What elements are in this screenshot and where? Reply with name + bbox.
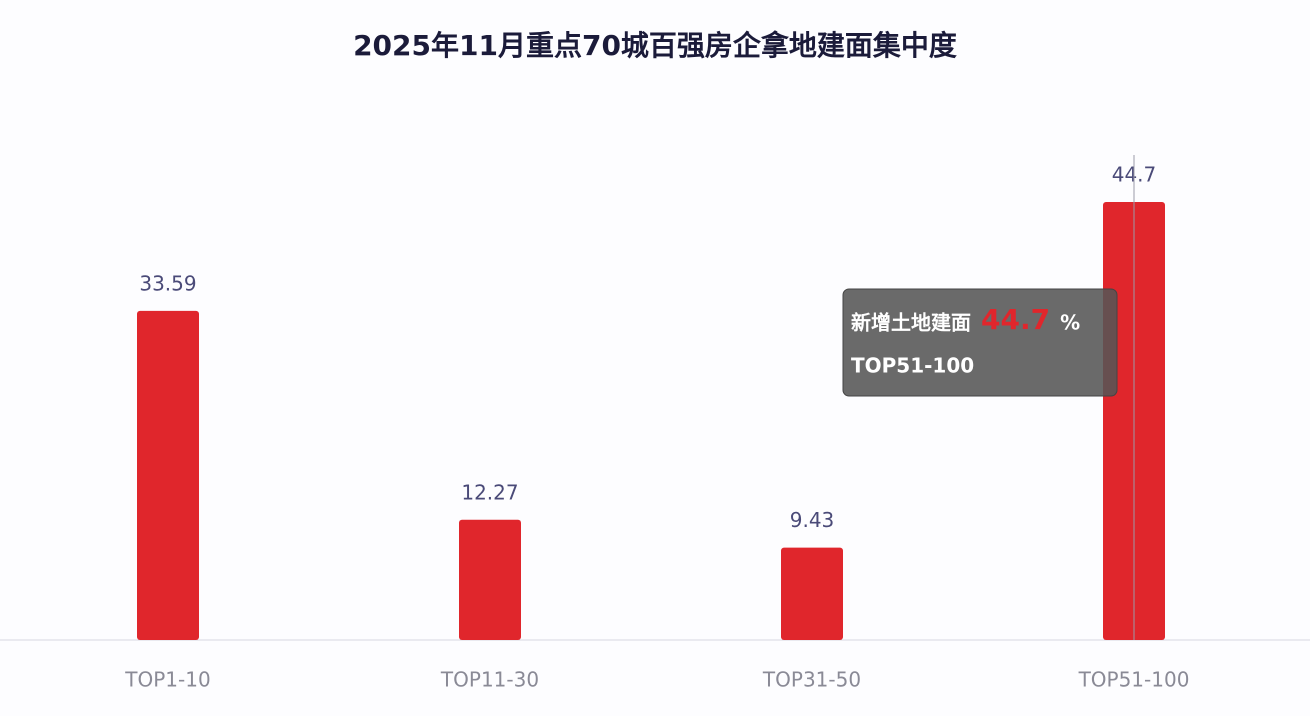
x-tick-label: TOP11-30 [440,668,539,692]
value-label: 33.59 [139,271,196,295]
bar [137,310,199,640]
value-label: 12.27 [461,480,518,504]
tooltip-series: 新增土地建面 [851,311,971,335]
bar [459,519,521,640]
value-label: 9.43 [790,508,835,532]
chart-title: 2025年11月重点70城百强房企拿地建面集中度 [353,29,957,62]
tooltip-unit: % [1060,311,1080,335]
bar [781,547,843,640]
x-tick-label: TOP31-50 [762,668,861,692]
tooltip: 新增土地建面 44.7 % TOP51-100 [842,288,1118,397]
tooltip-category: TOP51-100 [851,354,974,378]
x-tick-label: TOP51-100 [1078,668,1190,692]
tooltip-value: 44.7 [981,303,1050,336]
x-tick-label: TOP1-10 [124,668,210,692]
tooltip-box [842,288,1118,397]
